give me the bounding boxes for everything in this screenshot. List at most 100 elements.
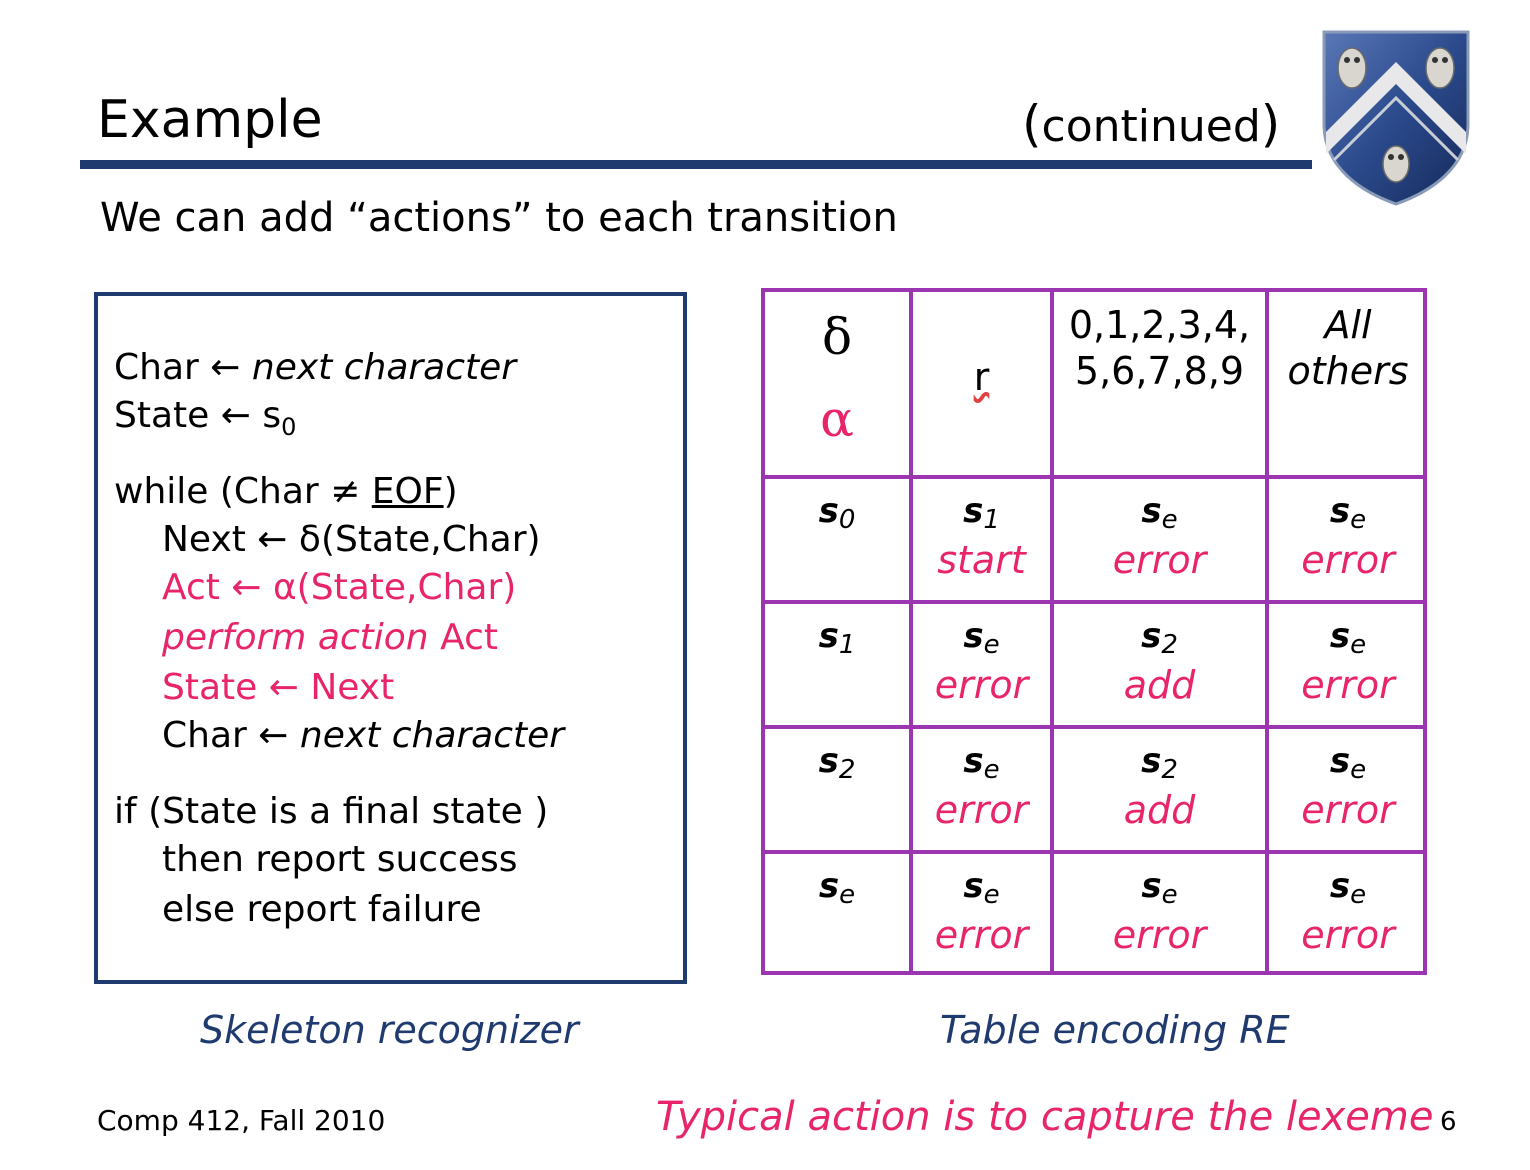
table-cell: se error (1269, 493, 1427, 582)
next-state-symbol: s (963, 866, 984, 906)
next-state: se (1269, 493, 1427, 538)
row-state-label: s2 (765, 743, 909, 788)
state-wrap: s1 (765, 618, 909, 663)
code-line-else: else report failure (162, 889, 482, 930)
footer-course: Comp 412, Fall 2010 (97, 1104, 386, 1137)
table-cell: s1 start (913, 493, 1050, 582)
action-label: error (1301, 788, 1395, 832)
header-alpha: α (820, 390, 854, 448)
action-label: error (1301, 538, 1395, 582)
action-label: add (1123, 663, 1196, 707)
next-state-symbol: s (1329, 491, 1351, 531)
header-r: r (973, 355, 990, 399)
header-digits-2: 5,6,7,8,9 (1074, 349, 1245, 393)
state-symbol: s (818, 616, 839, 656)
code-text-italic: next character (251, 347, 517, 388)
next-state-symbol: s (1329, 866, 1351, 906)
code-line-while: while (Char ≠ EOF) (114, 470, 458, 514)
state-wrap: s2 (765, 743, 909, 788)
table-cell: se error (913, 618, 1050, 707)
table-divider (765, 725, 1423, 729)
next-state: s2 (1054, 618, 1265, 663)
table-cell: se error (913, 743, 1050, 832)
caption-skeleton: Skeleton recognizer (200, 1008, 579, 1052)
next-state-subscript: 2 (1161, 630, 1178, 660)
action-label: error (1301, 663, 1395, 707)
table-divider (1265, 292, 1269, 971)
action-label: error (1301, 913, 1395, 957)
table-divider (1050, 292, 1054, 971)
next-state-subscript: 1 (983, 505, 1000, 535)
state-subscript: 2 (838, 755, 856, 785)
row-state-label: s1 (765, 618, 909, 663)
next-state: se (1269, 743, 1427, 788)
code-line-char-init: Char ← next character (114, 346, 516, 390)
next-state-subscript: e (1350, 505, 1367, 535)
next-state-symbol: s (963, 616, 984, 656)
code-text: while (Char ≠ (114, 471, 372, 512)
action-label: error (934, 663, 1029, 707)
table-cell: se error (1269, 618, 1427, 707)
skeleton-recognizer-box: Char ← next character State ← s0 while (… (94, 292, 687, 984)
code-line-act: Act ← α(State,Char) (162, 567, 517, 608)
next-state-subscript: e (1161, 505, 1178, 535)
header-digits-1: 0,1,2,3,4, (1068, 303, 1251, 347)
code-text: Char ← (114, 347, 252, 388)
header-others-1: All (1324, 303, 1372, 347)
next-state-symbol: s (1141, 616, 1162, 656)
next-state-subscript: 2 (1161, 755, 1178, 785)
code-text: Char ← (162, 715, 300, 756)
table-cell: se error (1054, 493, 1265, 582)
action-label: add (1123, 788, 1196, 832)
next-state-symbol: s (1141, 866, 1162, 906)
caption-table: Table encoding RE (940, 1008, 1290, 1052)
rice-university-shield-icon (1322, 30, 1470, 206)
code-text: State ← s (114, 395, 282, 436)
code-line-if: if (State is a final state ) (114, 791, 549, 832)
code-text: ) (443, 471, 458, 512)
action-label: error (934, 913, 1029, 957)
state-subscript: 1 (838, 630, 856, 660)
code-line-state-init: State ← s0 (114, 394, 296, 449)
table-cell: se error (1269, 868, 1427, 957)
next-state-subscript: e (983, 755, 1000, 785)
table-divider (765, 600, 1423, 604)
table-cell: se error (1054, 868, 1265, 957)
next-state: se (1269, 868, 1427, 913)
next-state-symbol: s (1329, 741, 1351, 781)
page-number: 6 (1440, 1107, 1457, 1137)
next-state-subscript: e (983, 630, 1000, 660)
next-state-symbol: s (1329, 616, 1351, 656)
state-subscript: e (839, 880, 856, 910)
table-cell: se error (1269, 743, 1427, 832)
title-paren-close: ) (1260, 95, 1281, 153)
code-subscript: 0 (281, 413, 297, 441)
row-state-label: se (765, 868, 909, 913)
table-divider (909, 292, 913, 971)
next-state-symbol: s (963, 741, 984, 781)
code-line-state-next: State ← Next (162, 667, 395, 708)
state-wrap: se (765, 868, 909, 913)
title-rule (80, 160, 1312, 169)
code-line-then: then report success (162, 839, 518, 880)
slide-title: Example (97, 90, 323, 150)
next-state-subscript: e (1350, 755, 1367, 785)
state-wrap: s0 (765, 493, 909, 538)
next-state-subscript: e (1161, 880, 1178, 910)
row-state-label: s0 (765, 493, 909, 538)
next-state: s1 (913, 493, 1050, 538)
next-state: s2 (1054, 743, 1265, 788)
state-subscript: 0 (838, 505, 856, 535)
state-symbol: s (818, 741, 839, 781)
code-line-perform: perform action Act (162, 616, 498, 660)
action-label: error (934, 788, 1029, 832)
next-state: se (1269, 618, 1427, 663)
title-suffix-text: continued (1041, 101, 1261, 152)
code-line-next: Next ← δ(State,Char) (162, 519, 541, 560)
slide-title-suffix: (continued) (1022, 98, 1280, 153)
state-symbol: s (818, 866, 840, 906)
next-state: se (1054, 493, 1265, 538)
state-symbol: s (818, 491, 839, 531)
code-eof: EOF (371, 471, 444, 512)
footer-note: Typical action is to capture the lexeme (656, 1094, 1434, 1140)
